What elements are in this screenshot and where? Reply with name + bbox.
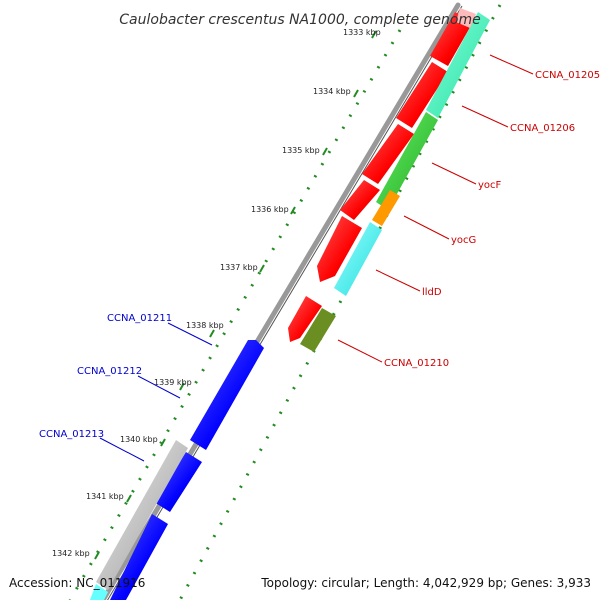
feature-olive[interactable] xyxy=(300,308,336,352)
gene-label-yocg[interactable]: yocG xyxy=(451,235,476,246)
cds-forward-5[interactable] xyxy=(317,216,362,282)
left-gene-labels: CCNA_01211 CCNA_01212 CCNA_01213 xyxy=(39,313,213,462)
feature-cyan[interactable] xyxy=(334,222,382,296)
tick-label: 1339 kbp xyxy=(154,378,192,387)
map-title: Caulobacter crescentus NA1000, complete … xyxy=(119,12,480,28)
gene-label-ccna-01206[interactable]: CCNA_01206 xyxy=(510,123,575,134)
gene-label-ccna-01210[interactable]: CCNA_01210 xyxy=(384,358,449,369)
cds-forward-6[interactable] xyxy=(288,296,322,342)
feature-teal[interactable] xyxy=(426,12,490,118)
cds-reverse-3[interactable] xyxy=(110,514,168,600)
tick-label: 1341 kbp xyxy=(86,492,124,501)
inner-dotted-track xyxy=(178,4,502,600)
feature-green[interactable] xyxy=(376,112,438,210)
cds-forward-1[interactable] xyxy=(430,12,473,66)
tick-marks xyxy=(94,30,377,560)
tick-label: 1342 kbp xyxy=(52,549,90,558)
reverse-strand-features xyxy=(90,340,264,600)
gene-label-lldd[interactable]: lldD xyxy=(422,287,442,298)
gene-label-ccna-01211[interactable]: CCNA_01211 xyxy=(107,313,172,324)
gene-label-ccna-01212[interactable]: CCNA_01212 xyxy=(77,366,142,377)
tick-label: 1335 kbp xyxy=(282,146,320,155)
genome-backbone-shadow xyxy=(107,5,463,600)
feature-cyan-bottom[interactable] xyxy=(90,584,108,600)
tick-label: 1337 kbp xyxy=(220,263,258,272)
gene-label-ccna-01205[interactable]: CCNA_01205 xyxy=(535,70,600,81)
tick-label: 1340 kbp xyxy=(120,435,158,444)
feature-pink[interactable] xyxy=(456,8,476,28)
cds-forward-4[interactable] xyxy=(340,180,380,220)
tick-label: 1334 kbp xyxy=(313,87,351,96)
genome-backbone xyxy=(100,2,461,600)
gene-label-yocf[interactable]: yocF xyxy=(478,180,502,191)
cds-reverse-2[interactable] xyxy=(154,452,202,512)
feature-grey[interactable] xyxy=(96,440,188,590)
cds-reverse-1[interactable] xyxy=(190,340,264,450)
tick-label: 1338 kbp xyxy=(186,321,224,330)
cds-forward-3[interactable] xyxy=(362,124,414,184)
right-gene-labels: CCNA_01205 CCNA_01206 yocF yocG lldD CCN… xyxy=(337,54,600,369)
feature-track xyxy=(300,8,490,352)
forward-strand-features xyxy=(288,12,473,342)
topology-summary: Topology: circular; Length: 4,042,929 bp… xyxy=(260,576,591,590)
accession-text: Accession: NC_011916 xyxy=(9,576,145,590)
gene-label-ccna-01213[interactable]: CCNA_01213 xyxy=(39,429,104,440)
tick-label: 1333 kbp xyxy=(343,28,381,37)
cds-forward-2[interactable] xyxy=(396,62,448,128)
feature-orange[interactable] xyxy=(372,190,400,226)
tick-labels: 1333 kbp 1334 kbp 1335 kbp 1336 kbp 1337… xyxy=(52,28,381,558)
tick-label: 1336 kbp xyxy=(251,205,289,214)
